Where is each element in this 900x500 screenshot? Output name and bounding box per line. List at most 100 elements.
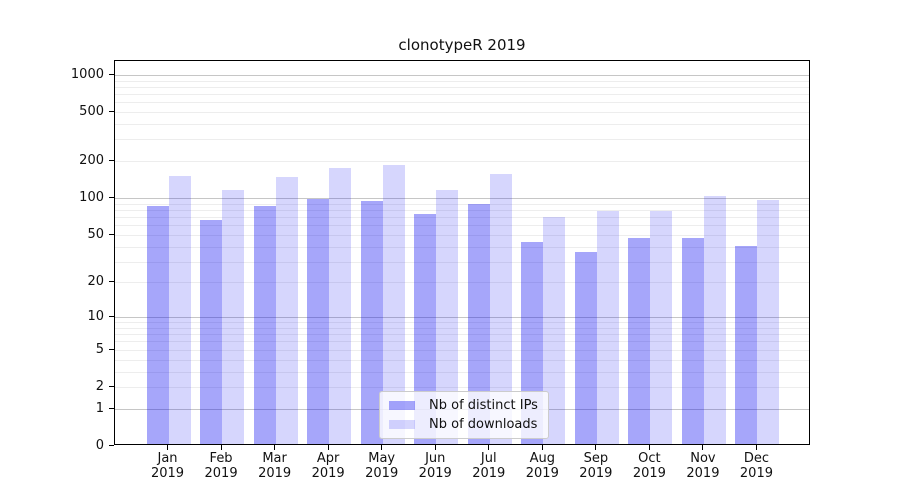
bar-jan-downloads xyxy=(168,175,191,444)
legend-row-downloads: Nb of downloads xyxy=(389,415,538,434)
x-tick-label: Jul 2019 xyxy=(472,451,506,481)
y-tick-label: 0 xyxy=(95,438,104,453)
chart-title: clonotypeR 2019 xyxy=(398,36,526,54)
bar-dec-distinct-ips xyxy=(735,245,758,444)
y-tick-mark xyxy=(109,73,114,75)
gridline-minor xyxy=(115,94,809,96)
bar-mar-downloads xyxy=(275,177,298,444)
x-tick-label: Jun 2019 xyxy=(418,451,452,481)
y-tick-label: 50 xyxy=(87,226,104,242)
legend-label-downloads: Nb of downloads xyxy=(429,417,538,432)
gridline-minor xyxy=(115,161,809,163)
y-tick-label: 2 xyxy=(95,378,104,394)
x-tick-mark xyxy=(488,445,490,450)
y-tick-label: 200 xyxy=(79,153,104,169)
gridline-minor xyxy=(115,327,809,329)
x-tick-mark xyxy=(274,445,276,450)
x-tick-label: Nov 2019 xyxy=(686,451,720,481)
legend: Nb of distinct IPs Nb of downloads xyxy=(379,391,549,439)
gridline-major xyxy=(115,198,809,200)
gridline-minor xyxy=(115,246,809,248)
gridline-major xyxy=(115,74,809,76)
bar-apr-distinct-ips xyxy=(307,199,330,444)
y-tick-label: 1 xyxy=(95,400,104,416)
bar-nov-downloads xyxy=(703,195,726,444)
gridline-minor xyxy=(115,225,809,227)
y-tick-mark xyxy=(109,281,114,283)
plot-area: Nb of distinct IPs Nb of downloads xyxy=(114,60,810,445)
bar-jun-downloads xyxy=(436,190,459,444)
legend-label-distinct-ips: Nb of distinct IPs xyxy=(429,398,538,413)
y-tick-mark xyxy=(109,197,114,199)
y-tick-mark xyxy=(109,385,114,387)
gridline-minor xyxy=(115,334,809,336)
bar-may-downloads xyxy=(382,165,405,444)
x-tick-label: Feb 2019 xyxy=(204,451,238,481)
x-tick-mark xyxy=(755,445,757,450)
x-tick-label: Oct 2019 xyxy=(632,451,666,481)
gridline-minor xyxy=(115,124,809,126)
bar-nov-distinct-ips xyxy=(681,238,704,444)
bar-apr-downloads xyxy=(329,168,352,444)
bar-jun-distinct-ips xyxy=(414,213,437,444)
gridline-minor xyxy=(115,359,809,361)
bar-sep-downloads xyxy=(596,211,619,444)
bar-sep-distinct-ips xyxy=(574,251,597,444)
y-tick-label: 5 xyxy=(95,341,104,357)
x-tick-label: Sep 2019 xyxy=(579,451,613,481)
gridline-minor xyxy=(115,217,809,219)
y-tick-mark xyxy=(109,160,114,162)
x-tick-label: Mar 2019 xyxy=(258,451,292,481)
gridline-minor xyxy=(115,349,809,351)
y-tick-mark xyxy=(109,348,114,350)
x-tick-label: Dec 2019 xyxy=(739,451,773,481)
y-tick-mark xyxy=(109,111,114,113)
y-tick-mark xyxy=(109,445,114,446)
x-tick-mark xyxy=(541,445,543,450)
x-tick-mark xyxy=(327,445,329,450)
x-tick-label: May 2019 xyxy=(365,451,399,481)
bar-jan-distinct-ips xyxy=(146,206,169,444)
gridline-minor xyxy=(115,322,809,324)
gridline-minor xyxy=(115,261,809,263)
bar-jul-downloads xyxy=(489,174,512,444)
bar-dec-downloads xyxy=(757,199,780,444)
gridline-minor xyxy=(115,341,809,343)
gridline-minor xyxy=(115,371,809,373)
bar-aug-downloads xyxy=(543,217,566,444)
legend-swatch-distinct-ips xyxy=(389,401,415,410)
gridline-minor xyxy=(115,386,809,388)
x-tick-mark xyxy=(167,445,169,450)
legend-row-distinct-ips: Nb of distinct IPs xyxy=(389,396,538,415)
y-tick-label: 1000 xyxy=(70,66,104,82)
gridline-minor xyxy=(115,112,809,114)
bar-oct-downloads xyxy=(650,210,673,444)
gridline-minor xyxy=(115,282,809,284)
gridline-major xyxy=(115,317,809,319)
x-tick-label: Apr 2019 xyxy=(311,451,345,481)
x-tick-mark xyxy=(220,445,222,450)
gridline-minor xyxy=(115,86,809,88)
y-tick-label: 10 xyxy=(87,309,104,325)
gridline-minor xyxy=(115,80,809,82)
bar-jul-distinct-ips xyxy=(467,203,490,444)
x-tick-mark xyxy=(595,445,597,450)
x-tick-mark xyxy=(648,445,650,450)
x-tick-label: Jan 2019 xyxy=(150,451,185,481)
bar-mar-distinct-ips xyxy=(253,206,276,444)
bar-feb-distinct-ips xyxy=(200,219,223,444)
x-tick-mark xyxy=(381,445,383,450)
legend-swatch-downloads xyxy=(389,420,415,429)
gridline-minor xyxy=(115,203,809,205)
y-tick-label: 500 xyxy=(79,104,104,120)
x-tick-mark xyxy=(434,445,436,450)
x-tick-label: Aug 2019 xyxy=(525,451,559,481)
bar-may-distinct-ips xyxy=(360,201,383,444)
gridline-minor xyxy=(115,139,809,141)
gridline-minor xyxy=(115,209,809,211)
bar-feb-downloads xyxy=(222,190,245,444)
y-tick-mark xyxy=(109,407,114,409)
y-tick-label: 20 xyxy=(87,274,104,290)
y-tick-mark xyxy=(109,316,114,318)
